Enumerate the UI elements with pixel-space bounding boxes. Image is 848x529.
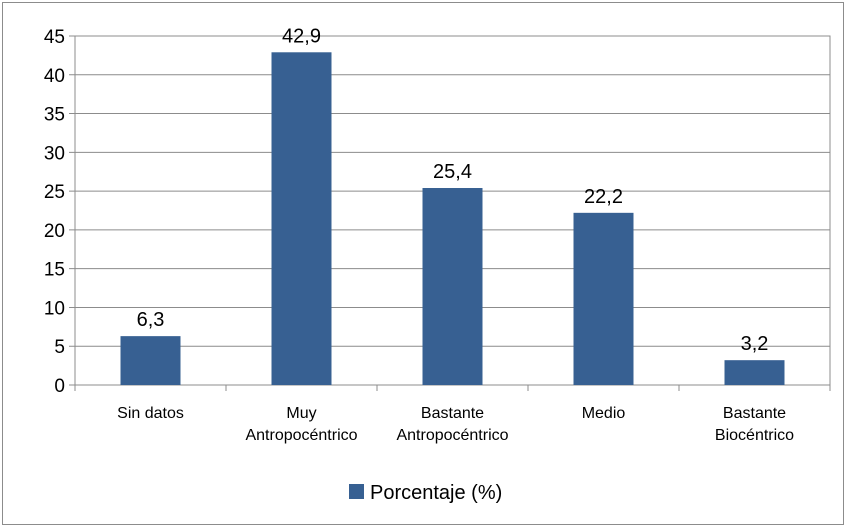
- category-label: Antropocéntrico: [245, 427, 357, 444]
- category-label: Bastante: [421, 405, 484, 422]
- category-label: Bastante: [723, 405, 786, 422]
- data-label: 22,2: [584, 186, 623, 208]
- y-tick-label: 5: [54, 337, 65, 358]
- data-label: 42,9: [282, 25, 321, 47]
- bar-0: [120, 336, 181, 385]
- category-label: Sin datos: [117, 405, 184, 422]
- y-tick-label: 0: [54, 376, 65, 397]
- data-label: 3,2: [741, 333, 769, 355]
- y-tick-label: 35: [44, 105, 65, 126]
- y-tick-label: 40: [44, 66, 65, 87]
- y-tick-label: 25: [44, 182, 65, 203]
- legend-label: Porcentaje (%): [370, 482, 502, 504]
- category-label: Biocéntrico: [715, 427, 794, 444]
- category-label: Muy: [286, 405, 316, 422]
- bar-3: [573, 212, 634, 385]
- y-tick-label: 30: [44, 143, 65, 164]
- y-tick-label: 10: [44, 298, 65, 319]
- y-tick-label: 45: [44, 27, 65, 48]
- y-tick-label: 20: [44, 221, 65, 242]
- category-label: Medio: [582, 405, 626, 422]
- bar-4: [724, 360, 785, 385]
- y-tick-label: 15: [44, 260, 65, 281]
- data-label: 6,3: [137, 309, 165, 331]
- data-label: 25,4: [433, 161, 472, 183]
- legend-swatch: [349, 484, 364, 499]
- bar-2: [422, 188, 483, 385]
- category-label: Antropocéntrico: [396, 427, 508, 444]
- bar-1: [271, 52, 332, 385]
